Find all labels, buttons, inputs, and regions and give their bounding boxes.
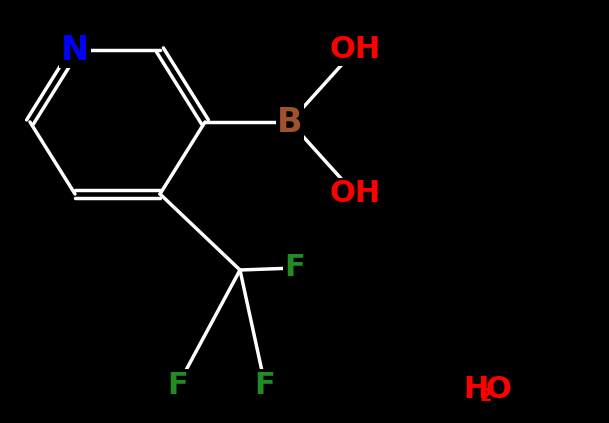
Text: O: O — [485, 376, 511, 404]
Text: B: B — [277, 105, 303, 138]
Text: OH: OH — [329, 36, 381, 64]
Text: OH: OH — [329, 179, 381, 209]
Text: F: F — [167, 371, 188, 399]
Text: N: N — [61, 33, 89, 66]
Text: F: F — [255, 371, 275, 399]
Text: 2: 2 — [480, 387, 492, 405]
Text: H: H — [463, 376, 488, 404]
Text: F: F — [284, 253, 305, 283]
